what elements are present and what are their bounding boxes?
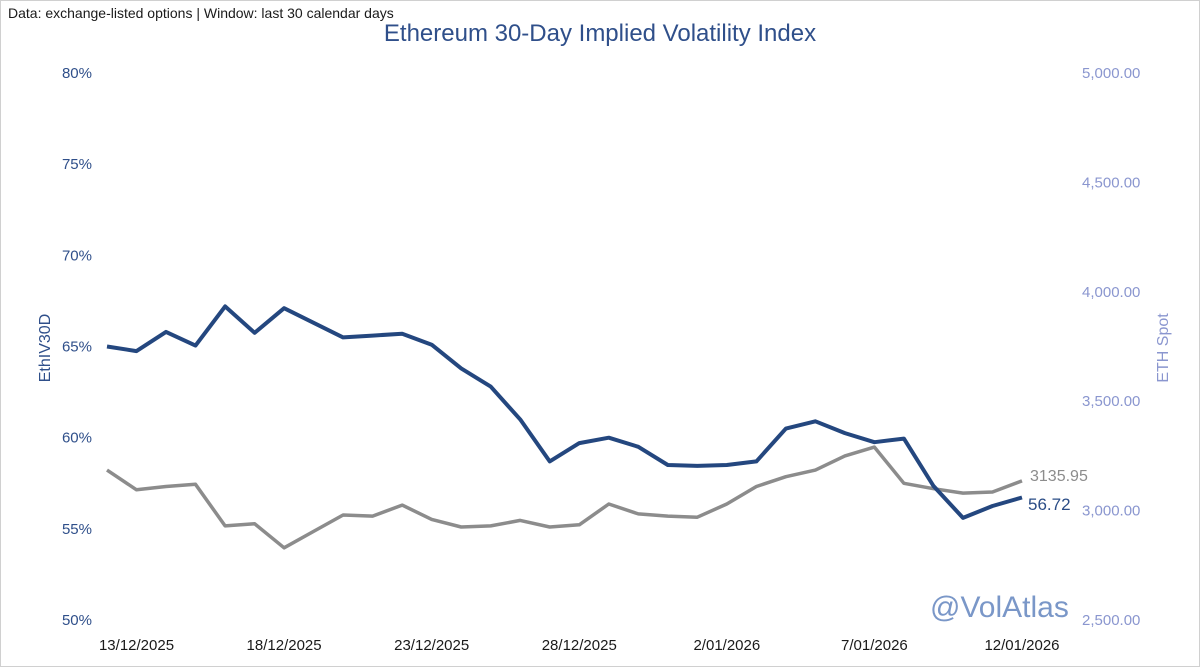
eth-spot-line <box>106 445 1023 550</box>
right-axis-label: ETH Spot <box>1155 313 1172 383</box>
source-note: Data: exchange-listed options | Window: … <box>8 5 394 21</box>
left-axis-label: EthIV30D <box>37 314 54 382</box>
iv-end-label: 56.72 <box>1028 495 1071 514</box>
right-axis-ticks: 2,500.00 3,000.00 3,500.00 4,000.00 4,500.00… <box>1082 65 1140 629</box>
left-tick-label: 70% <box>62 247 92 264</box>
right-tick-label: 4,000.00 <box>1082 284 1140 301</box>
right-tick-label: 3,500.00 <box>1082 393 1140 410</box>
x-tick-label: 23/12/2025 <box>394 637 469 654</box>
right-tick-label: 4,500.00 <box>1082 174 1140 191</box>
spot-end-label: 3135.95 <box>1030 468 1088 485</box>
x-tick-label: 12/01/2026 <box>984 637 1059 654</box>
x-tick-label: 2/01/2026 <box>693 637 760 654</box>
x-tick-label: 28/12/2025 <box>542 637 617 654</box>
right-tick-label: 2,500.00 <box>1082 612 1140 629</box>
left-tick-label: 60% <box>62 430 92 447</box>
series-layer <box>106 304 1023 550</box>
eth-iv30d-line <box>106 304 1023 520</box>
x-tick-label: 7/01/2026 <box>841 637 908 654</box>
left-tick-label: 80% <box>62 65 92 82</box>
left-tick-label: 50% <box>62 612 92 629</box>
right-tick-label: 3,000.00 <box>1082 503 1140 520</box>
right-tick-label: 5,000.00 <box>1082 65 1140 82</box>
left-tick-label: 75% <box>62 156 92 173</box>
x-tick-label: 13/12/2025 <box>99 637 174 654</box>
left-tick-label: 55% <box>62 521 92 538</box>
chart-title: Ethereum 30-Day Implied Volatility Index <box>383 20 817 47</box>
left-tick-label: 65% <box>62 339 92 356</box>
left-axis-ticks: 50% 55% 60% 65% 70% 75% 80% <box>62 65 92 629</box>
watermark: @VolAtlas <box>930 591 1069 624</box>
x-tick-label: 18/12/2025 <box>247 637 322 654</box>
x-axis-ticks: 13/12/2025 18/12/2025 23/12/2025 28/12/2025… <box>99 637 1060 654</box>
